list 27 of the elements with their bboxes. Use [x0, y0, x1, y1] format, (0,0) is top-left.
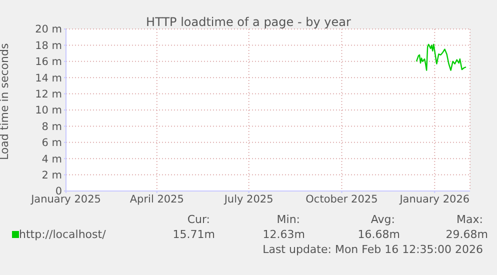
y-tick-label: 6 m [42, 137, 62, 150]
x-tick-label: July 2025 [223, 193, 274, 206]
y-tick-label: 8 m [42, 120, 62, 133]
text: 29.68m [446, 228, 488, 241]
text: 15.71m [172, 228, 215, 241]
y-axis-title: Load time in seconds [0, 43, 11, 160]
line-series [416, 44, 467, 71]
chart-title: HTTP loadtime of a page - by year [146, 15, 351, 29]
x-tick-label: January 2026 [398, 193, 470, 206]
text: 12.63m [262, 228, 305, 241]
text: Avg: [370, 213, 395, 226]
text: Min: [276, 213, 300, 226]
text: 16.68m [358, 228, 400, 241]
y-tick-label: 2 m [42, 170, 62, 182]
y-tick-label: 10 m [35, 104, 62, 117]
y-tick-label: 20 m [35, 24, 62, 36]
y-tick-label: 4 m [42, 153, 62, 166]
text: Cur: [187, 213, 210, 226]
y-tick-label: 12 m [35, 88, 62, 101]
x-tick-label: October 2025 [306, 193, 378, 206]
y-tick-label: 14 m [35, 72, 62, 84]
legend-label: http://localhost/ [18, 228, 106, 241]
y-tick-label: 18 m [35, 40, 62, 52]
text: Max: [456, 213, 483, 226]
x-tick-label: April 2025 [130, 193, 184, 206]
text: Last update: Mon Feb 16 12:35:00 2026 [262, 243, 483, 256]
y-tick-label: 16 m [35, 56, 62, 68]
